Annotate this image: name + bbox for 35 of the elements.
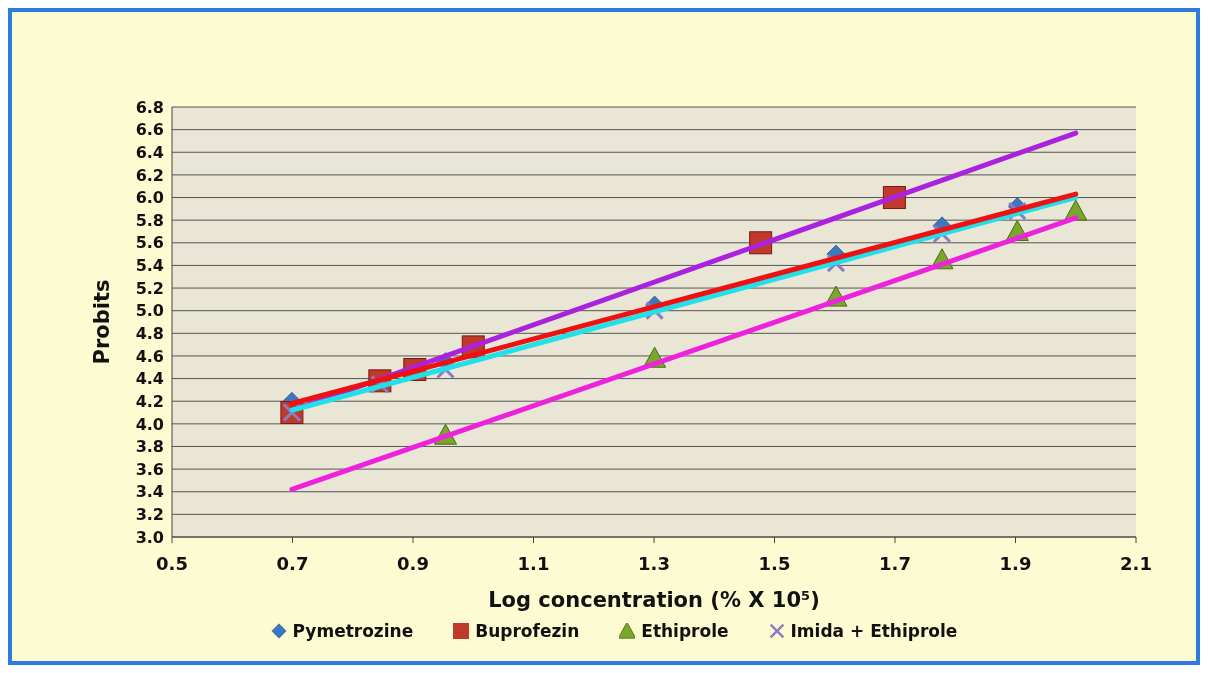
y-tick-label: 5.0 (135, 301, 164, 321)
x-tick-label: 2.1 (1120, 552, 1152, 574)
x-tick-label: 0.9 (397, 552, 429, 574)
x-tick-label: 0.5 (156, 552, 188, 574)
y-tick-label: 4.8 (135, 324, 164, 343)
x-axis-title: Log concentration (% X 10⁵) (488, 588, 820, 612)
x-tick-label: 1.5 (758, 552, 791, 574)
y-tick-label: 3.8 (135, 437, 164, 457)
y-tick-label: 6.0 (135, 188, 164, 208)
y-tick-label: 4.0 (135, 414, 164, 434)
legend-label: Imida + Ethiprole (789, 621, 958, 641)
x-tick-label: 1.1 (517, 552, 550, 574)
x-tick-label: 0.7 (276, 552, 309, 574)
y-tick-label: 5.8 (135, 210, 164, 230)
y-tick-label: 5.2 (135, 278, 164, 298)
legend-label: Ethiprole (640, 621, 729, 641)
y-tick-label: 3.0 (135, 527, 164, 547)
y-tick-label: 3.6 (135, 459, 164, 479)
y-tick-label: 6.6 (135, 120, 164, 140)
y-tick-label: 3.2 (135, 505, 164, 525)
legend-label: Pymetrozine (291, 621, 414, 641)
y-tick-label: 6.8 (135, 97, 164, 117)
x-tick-label: 1.9 (999, 552, 1032, 574)
y-tick-label: 4.6 (135, 346, 164, 366)
y-tick-label: 4.2 (135, 391, 164, 411)
x-tick-label: 1.7 (879, 552, 911, 574)
y-tick-label: 6.2 (135, 165, 164, 185)
y-tick-label: 5.4 (135, 256, 164, 276)
legend-label: Buprofezin (474, 621, 580, 641)
x-tick-label: 1.3 (638, 552, 670, 574)
y-tick-label: 4.4 (135, 369, 164, 389)
y-tick-label: 6.4 (135, 142, 164, 162)
y-axis-title: Probits (90, 279, 115, 365)
y-tick-label: 3.4 (135, 482, 164, 502)
y-tick-label: 5.6 (135, 233, 164, 253)
